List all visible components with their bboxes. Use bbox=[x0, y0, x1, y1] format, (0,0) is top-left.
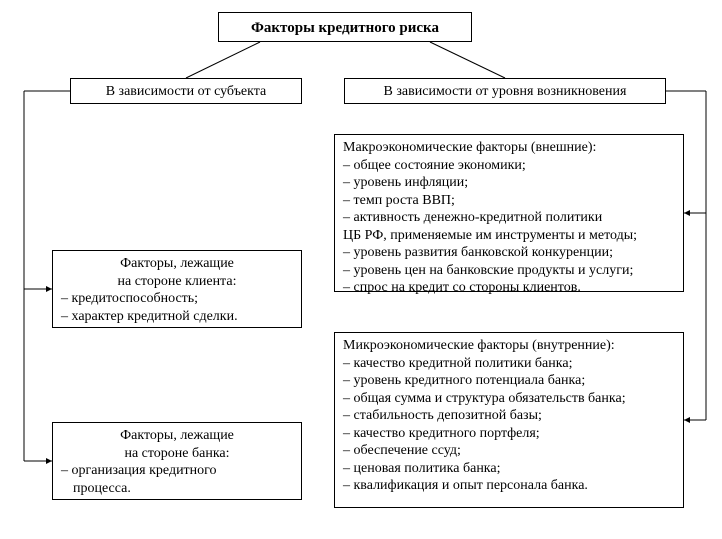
branch-right-label: В зависимости от уровня возникновения bbox=[344, 78, 666, 104]
box-item: – качество кредитного портфеля; bbox=[343, 425, 675, 443]
item-text: активность денежно-кредитной политики bbox=[354, 210, 603, 225]
box-item: – характер кредитной сделки. bbox=[61, 308, 293, 326]
item-text: квалификация и опыт персонала банка. bbox=[354, 478, 588, 493]
box-item: – стабильность депозитной базы; bbox=[343, 407, 675, 425]
box-item: – общая сумма и структура обязательств б… bbox=[343, 390, 675, 408]
box-item: – спрос на кредит со стороны клиентов. bbox=[343, 279, 675, 297]
item-text: обеспечение ссуд; bbox=[354, 443, 461, 458]
box-item-continued: ЦБ РФ, применяемые им инструменты и мето… bbox=[343, 227, 675, 245]
branch-left-label: В зависимости от субъекта bbox=[70, 78, 302, 104]
diagram-title: Факторы кредитного риска bbox=[218, 12, 472, 42]
item-text: качество кредитной политики банка; bbox=[354, 356, 573, 371]
item-text: уровень кредитного потенциала банка; bbox=[354, 373, 586, 388]
box-heading: Макроэкономические факторы (внешние): bbox=[343, 139, 675, 157]
box-heading-line: на стороне клиента: bbox=[61, 273, 293, 291]
box-macro-factors: Макроэкономические факторы (внешние): – … bbox=[334, 134, 684, 292]
item-text: уровень цен на банковские продукты и усл… bbox=[354, 263, 634, 278]
box-item: – общее состояние экономики; bbox=[343, 157, 675, 175]
box-item: – уровень развития банковской конкуренци… bbox=[343, 244, 675, 262]
box-bank-factors: Факторы, лежащие на стороне банка: – орг… bbox=[52, 422, 302, 500]
box-item: – ценовая политика банка; bbox=[343, 460, 675, 478]
box-item-continued: процесса. bbox=[61, 480, 293, 498]
diagram-canvas: Факторы кредитного риска В зависимости о… bbox=[0, 0, 722, 539]
box-heading-line: Факторы, лежащие bbox=[61, 255, 293, 273]
item-text: характер кредитной сделки. bbox=[72, 309, 238, 324]
box-heading-line: Факторы, лежащие bbox=[61, 427, 293, 445]
item-text: кредитоспособность; bbox=[72, 291, 199, 306]
box-item: – уровень кредитного потенциала банка; bbox=[343, 372, 675, 390]
item-text: качество кредитного портфеля; bbox=[354, 426, 540, 441]
box-item: – кредитоспособность; bbox=[61, 290, 293, 308]
item-text: спрос на кредит со стороны клиентов. bbox=[354, 280, 581, 295]
box-heading: Микроэкономические факторы (внутренние): bbox=[343, 337, 675, 355]
item-text: темп роста ВВП; bbox=[354, 193, 455, 208]
item-text: ценовая политика банка; bbox=[354, 461, 501, 476]
box-item: – темп роста ВВП; bbox=[343, 192, 675, 210]
box-item: – организация кредитного bbox=[61, 462, 293, 480]
item-text: общее состояние экономики; bbox=[354, 158, 526, 173]
box-client-factors: Факторы, лежащие на стороне клиента: – к… bbox=[52, 250, 302, 328]
box-item: – уровень цен на банковские продукты и у… bbox=[343, 262, 675, 280]
box-item: – квалификация и опыт персонала банка. bbox=[343, 477, 675, 495]
box-item: – уровень инфляции; bbox=[343, 174, 675, 192]
item-text: уровень развития банковской конкуренции; bbox=[354, 245, 614, 260]
box-item: – обеспечение ссуд; bbox=[343, 442, 675, 460]
box-item: – активность денежно-кредитной политики bbox=[343, 209, 675, 227]
item-text: общая сумма и структура обязательств бан… bbox=[354, 391, 626, 406]
box-micro-factors: Микроэкономические факторы (внутренние):… bbox=[334, 332, 684, 508]
item-text: стабильность депозитной базы; bbox=[354, 408, 542, 423]
box-item: – качество кредитной политики банка; bbox=[343, 355, 675, 373]
item-text: организация кредитного bbox=[72, 463, 217, 478]
box-heading-line: на стороне банка: bbox=[61, 445, 293, 463]
item-text: уровень инфляции; bbox=[354, 175, 469, 190]
